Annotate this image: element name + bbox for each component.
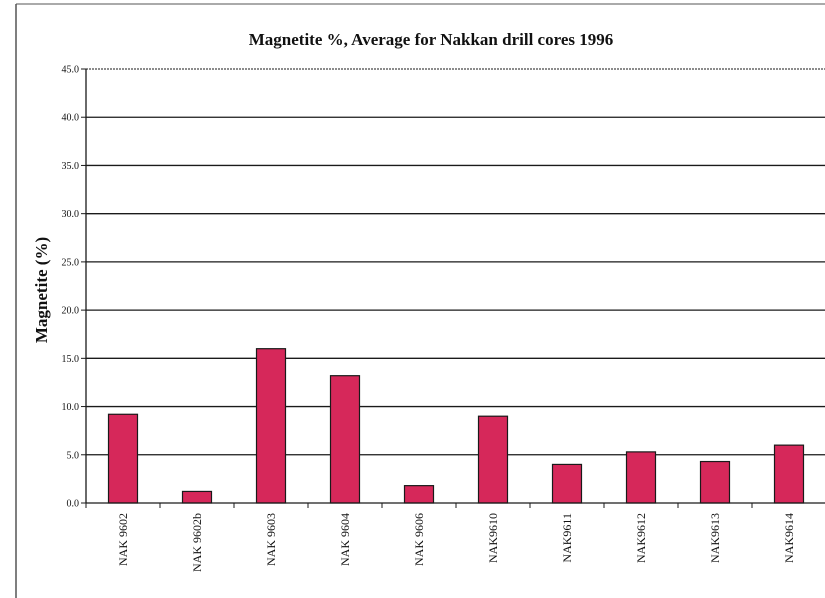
x-tick-label: NAK 9602 [116,513,130,566]
x-tick-labels: NAK 9602 NAK 9602b NAK 9603 NAK 9604 NAK 960… [116,513,796,572]
bar [329,375,361,504]
y-tick-label: 15.0 [62,354,80,365]
bars [107,348,805,504]
y-tick-labels: 0.0 5.0 10.0 15.0 20.0 25.0 30.0 35.0 40.0 45.0 [62,65,80,510]
y-tick-label: 5.0 [67,450,80,461]
bar [699,460,731,504]
y-tick-label: 30.0 [62,209,80,220]
bar [551,463,583,504]
bar [477,415,509,504]
y-tick-label: 40.0 [62,113,80,124]
x-tick-label: NAK 9603 [264,513,278,566]
x-tick-label: NAK9613 [708,513,722,563]
bar [625,451,657,504]
x-tick-label: NAK9611 [560,513,574,563]
bar [107,413,139,504]
x-tick-label: NAK 9602b [190,513,204,572]
gridlines [86,68,825,456]
y-tick-label: 25.0 [62,257,80,268]
y-tick-label: 0.0 [67,499,80,510]
bar [181,490,213,504]
x-tick-label: NAK9614 [782,513,796,563]
x-tick-label: NAK9610 [486,513,500,563]
y-tick-label: 35.0 [62,161,80,172]
chart-title: Magnetite %, Average for Nakkan drill co… [249,30,614,49]
y-tick-label: 10.0 [62,402,80,413]
bar [773,444,805,504]
y-tick-label: 45.0 [62,65,80,76]
axes [81,68,825,508]
y-axis-label: Magnetite (%) [32,237,51,343]
x-tick-label: NAK 9604 [338,513,352,566]
x-tick-label: NAK 9606 [412,513,426,566]
bar [255,348,287,504]
y-tick-label: 20.0 [62,306,80,317]
bar [403,485,435,504]
x-tick-label: NAK9612 [634,513,648,563]
